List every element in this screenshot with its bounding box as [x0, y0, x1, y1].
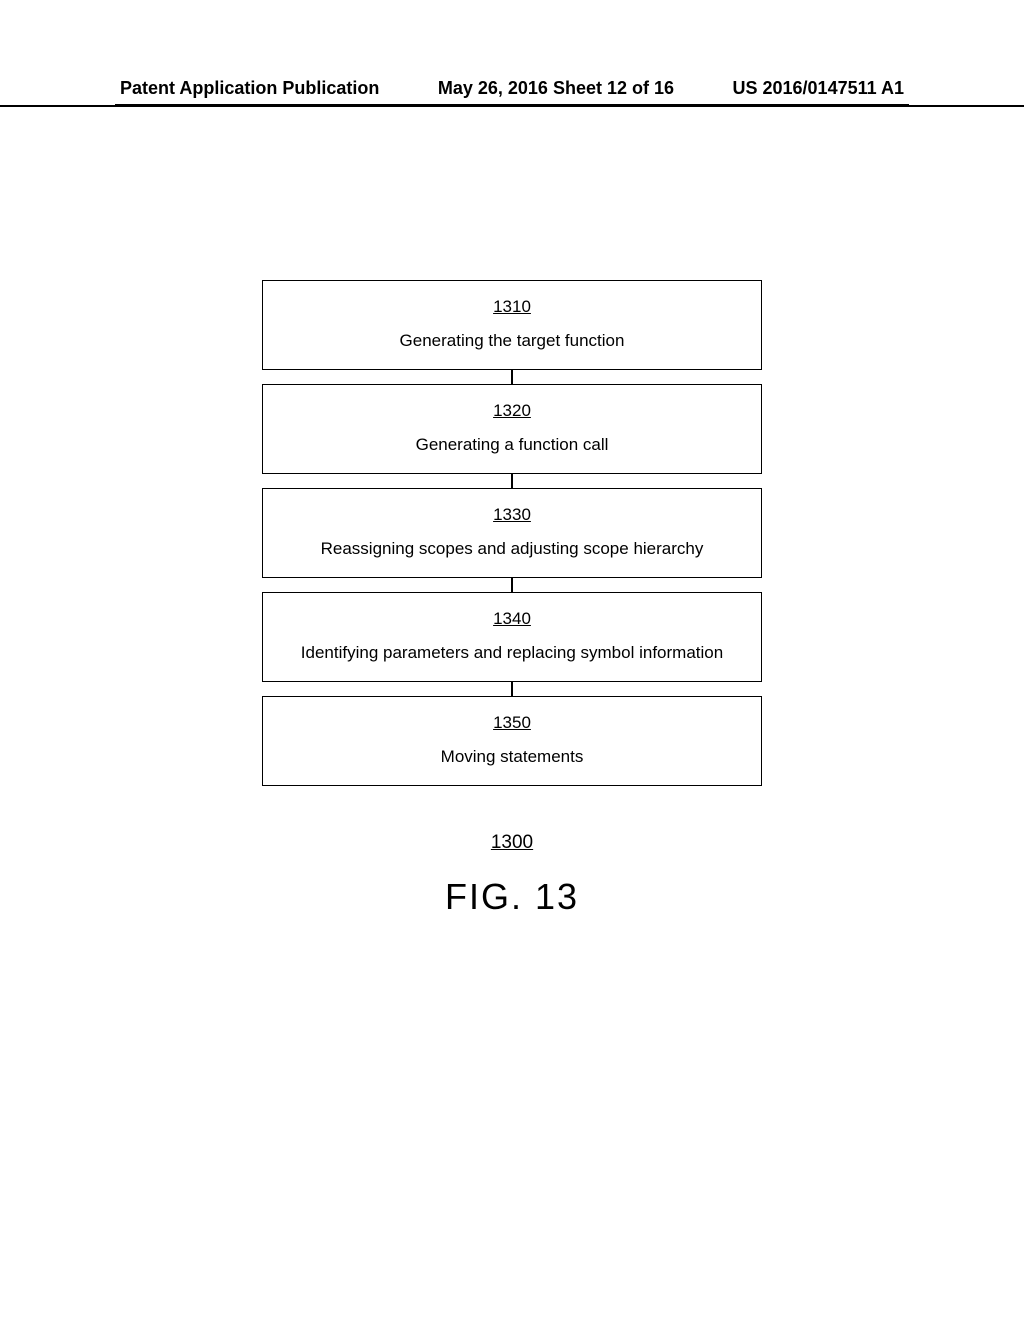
header-center: May 26, 2016 Sheet 12 of 16: [438, 78, 674, 99]
flowchart-step: 1330 Reassigning scopes and adjusting sc…: [262, 488, 762, 578]
step-number: 1320: [271, 401, 753, 421]
figure-number: 1300: [491, 832, 533, 854]
step-text: Generating a function call: [416, 435, 609, 454]
flowchart-step: 1310 Generating the target function: [262, 280, 762, 370]
flowchart-connector: [511, 578, 513, 592]
step-text: Generating the target function: [400, 331, 625, 350]
step-text: Reassigning scopes and adjusting scope h…: [321, 539, 704, 558]
step-number: 1350: [271, 713, 753, 733]
flowchart-step: 1340 Identifying parameters and replacin…: [262, 592, 762, 682]
step-number: 1340: [271, 609, 753, 629]
header-left: Patent Application Publication: [120, 78, 379, 99]
step-number: 1330: [271, 505, 753, 525]
header-rule: [115, 104, 909, 106]
flowchart-connector: [511, 474, 513, 488]
flowchart-connector: [511, 682, 513, 696]
step-text: Moving statements: [441, 747, 584, 766]
page-header: Patent Application Publication May 26, 2…: [0, 78, 1024, 107]
flowchart-step: 1350 Moving statements: [262, 696, 762, 786]
step-text: Identifying parameters and replacing sym…: [301, 643, 723, 662]
flowchart-connector: [511, 370, 513, 384]
step-number: 1310: [271, 297, 753, 317]
flowchart: 1310 Generating the target function 1320…: [262, 280, 762, 918]
flowchart-step: 1320 Generating a function call: [262, 384, 762, 474]
figure-label: FIG. 13: [445, 876, 579, 918]
header-right: US 2016/0147511 A1: [733, 78, 904, 99]
